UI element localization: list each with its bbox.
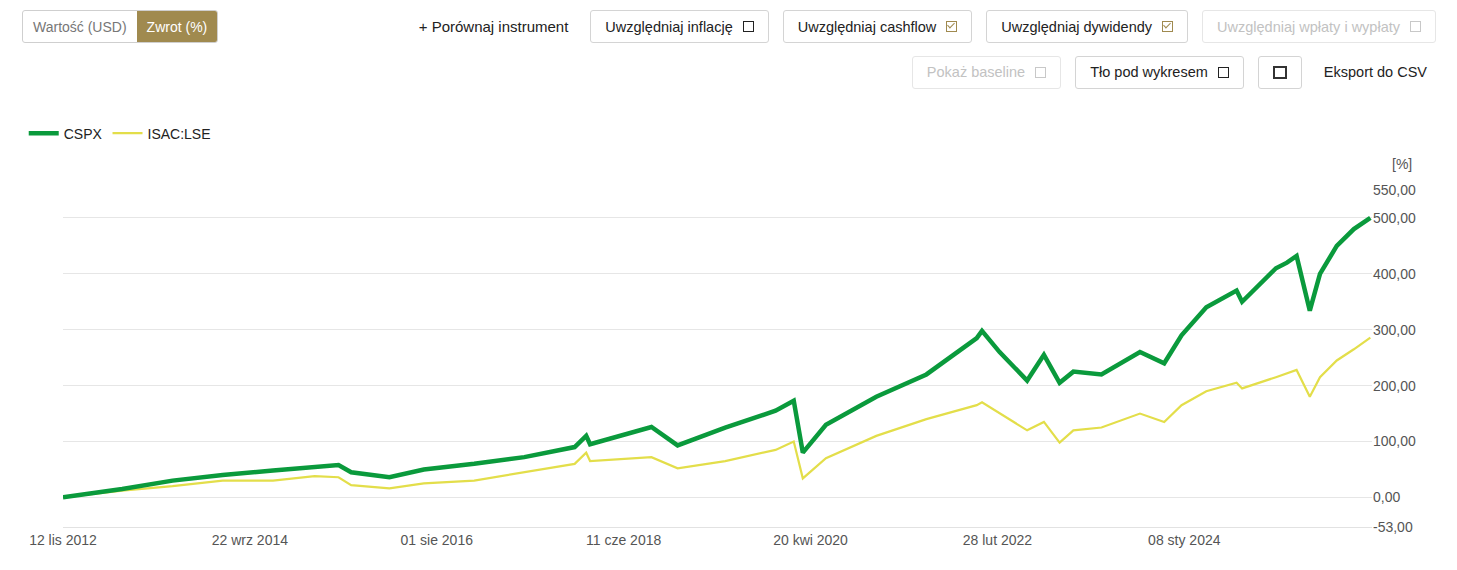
html-text:+ Porównaj instrument: + Porównaj instrument <box>418 18 569 35</box>
svg-text:550,00: 550,00 <box>1373 182 1416 198</box>
svg-text:-53,00: -53,00 <box>1373 519 1413 535</box>
svg-text:400,00: 400,00 <box>1373 266 1416 282</box>
html-text:Uwzględniaj wpłaty i wypłaty: Uwzględniaj wpłaty i wypłaty <box>1217 18 1400 35</box>
svg-text:11 cze 2018: 11 cze 2018 <box>586 532 661 548</box>
html-text:Pokaż baseline: Pokaż baseline <box>926 64 1026 80</box>
svg-text:20 kwi 2020: 20 kwi 2020 <box>773 532 848 548</box>
svg-text:0,00: 0,00 <box>1373 489 1400 505</box>
html-text:Tło pod wykresem: Tło pod wykresem <box>1090 64 1208 80</box>
svg-text:300,00: 300,00 <box>1373 322 1416 338</box>
svg-text:12 lis 2012: 12 lis 2012 <box>29 532 97 548</box>
svg-text:08 sty 2024: 08 sty 2024 <box>1148 532 1221 548</box>
html-text:Eksport do CSV: Eksport do CSV <box>1323 64 1427 80</box>
html-text:Uwzględniaj dywidendy: Uwzględniaj dywidendy <box>1001 18 1153 35</box>
svg-text:200,00: 200,00 <box>1373 378 1416 394</box>
svg-text:100,00: 100,00 <box>1373 433 1416 449</box>
svg-text:500,00: 500,00 <box>1373 210 1416 226</box>
svg-text:[%]: [%] <box>1392 156 1412 172</box>
svg-text:CSPX: CSPX <box>64 126 103 142</box>
svg-text:22 wrz 2014: 22 wrz 2014 <box>212 532 288 548</box>
svg-text:01 sie 2016: 01 sie 2016 <box>401 532 474 548</box>
html-text:Wartość (USD): Wartość (USD) <box>33 18 127 35</box>
svg-text:ISAC:LSE: ISAC:LSE <box>148 126 211 142</box>
svg-text:28 lut 2022: 28 lut 2022 <box>963 532 1032 548</box>
html-text:Zwrot (%): Zwrot (%) <box>146 18 208 35</box>
html-text:Uwzględniaj inflację: Uwzględniaj inflację <box>605 18 733 35</box>
html-text:Uwzględniaj cashflow: Uwzględniaj cashflow <box>797 18 937 35</box>
